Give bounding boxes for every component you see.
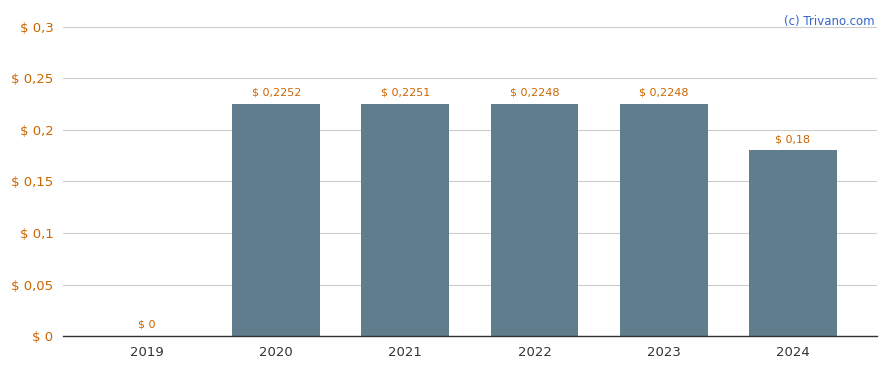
Text: $ 0,2251: $ 0,2251: [381, 88, 430, 98]
Text: $ 0,18: $ 0,18: [775, 134, 811, 144]
Bar: [491, 104, 578, 336]
Text: $ 0,2248: $ 0,2248: [510, 88, 559, 98]
Bar: [361, 104, 449, 336]
Text: $ 0,2252: $ 0,2252: [251, 88, 301, 98]
Bar: [749, 151, 836, 336]
Text: $ 0,2248: $ 0,2248: [639, 88, 688, 98]
Text: (c) Trivano.com: (c) Trivano.com: [784, 15, 875, 28]
Bar: [233, 104, 321, 336]
Bar: [620, 104, 708, 336]
Text: $ 0: $ 0: [139, 320, 155, 330]
